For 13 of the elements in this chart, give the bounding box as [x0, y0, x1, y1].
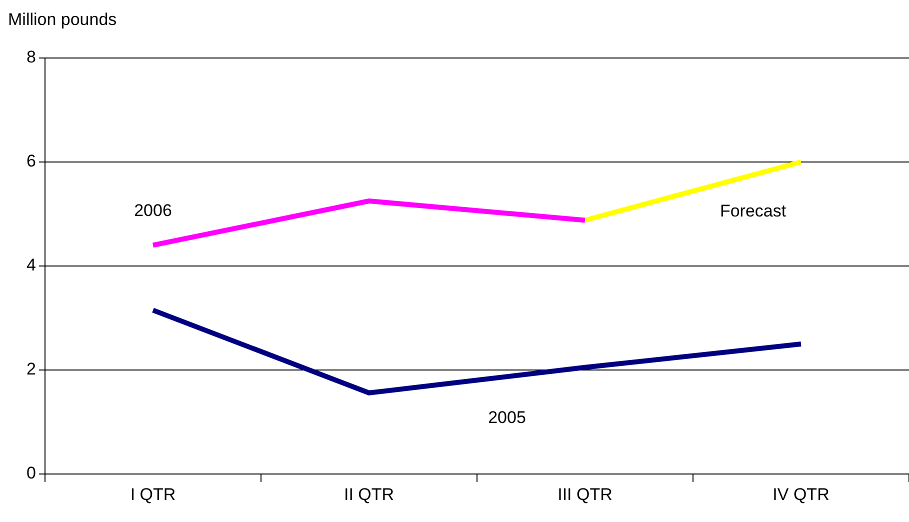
x-tick-label: II QTR	[344, 484, 394, 504]
y-tick-label: 6	[26, 152, 36, 171]
series-label: 2006	[134, 200, 172, 220]
y-tick-label: 2	[26, 360, 36, 379]
y-axis-title: Million pounds	[8, 10, 117, 30]
x-tick-label: I QTR	[130, 484, 176, 504]
series-label: 2005	[488, 408, 526, 427]
x-tick-label: IV QTR	[772, 484, 830, 504]
x-tick-label: III QTR	[558, 484, 612, 504]
y-tick-label: 8	[26, 48, 36, 67]
series-label: Forecast	[720, 202, 786, 221]
y-tick-label: 4	[26, 256, 36, 275]
y-tick-label: 0	[26, 464, 36, 483]
